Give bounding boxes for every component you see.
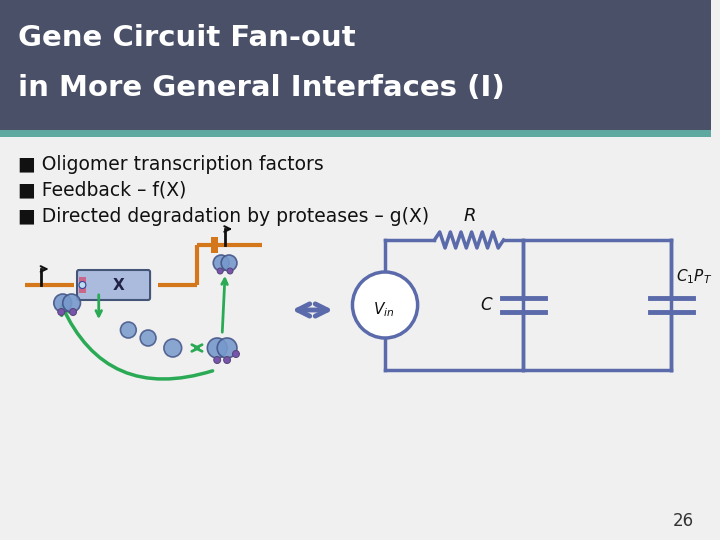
- Circle shape: [227, 268, 233, 274]
- Circle shape: [79, 281, 86, 288]
- Circle shape: [213, 255, 229, 271]
- Text: in More General Interfaces (I): in More General Interfaces (I): [18, 74, 505, 102]
- Text: X: X: [112, 278, 125, 293]
- Circle shape: [214, 356, 220, 363]
- Bar: [0, 130, 711, 137]
- Circle shape: [164, 339, 181, 357]
- Text: ■ Oligomer transcription factors: ■ Oligomer transcription factors: [18, 156, 323, 174]
- Circle shape: [140, 330, 156, 346]
- Bar: [211, 237, 218, 253]
- Circle shape: [120, 322, 136, 338]
- Circle shape: [70, 308, 76, 315]
- Text: ■ Feedback – f(X): ■ Feedback – f(X): [18, 180, 186, 199]
- Circle shape: [217, 268, 223, 274]
- Circle shape: [217, 338, 237, 358]
- Circle shape: [224, 356, 230, 363]
- Circle shape: [207, 338, 227, 358]
- Circle shape: [233, 350, 240, 357]
- Circle shape: [58, 308, 65, 315]
- Circle shape: [221, 255, 237, 271]
- Circle shape: [353, 272, 418, 338]
- Text: $C$: $C$: [480, 296, 494, 314]
- Text: $V_{in}$: $V_{in}$: [374, 301, 395, 319]
- Text: Gene Circuit Fan-out: Gene Circuit Fan-out: [18, 24, 356, 52]
- Text: $R$: $R$: [462, 207, 475, 225]
- Circle shape: [63, 294, 81, 312]
- Circle shape: [54, 294, 71, 312]
- FancyArrowPatch shape: [62, 306, 212, 379]
- FancyArrowPatch shape: [297, 304, 328, 316]
- FancyBboxPatch shape: [77, 270, 150, 300]
- Text: 26: 26: [673, 512, 694, 530]
- Bar: [0, 0, 711, 130]
- Text: ■ Directed degradation by proteases – g(X): ■ Directed degradation by proteases – g(…: [18, 207, 429, 226]
- Bar: [79, 277, 86, 293]
- Text: $C_1P_T$: $C_1P_T$: [676, 268, 713, 286]
